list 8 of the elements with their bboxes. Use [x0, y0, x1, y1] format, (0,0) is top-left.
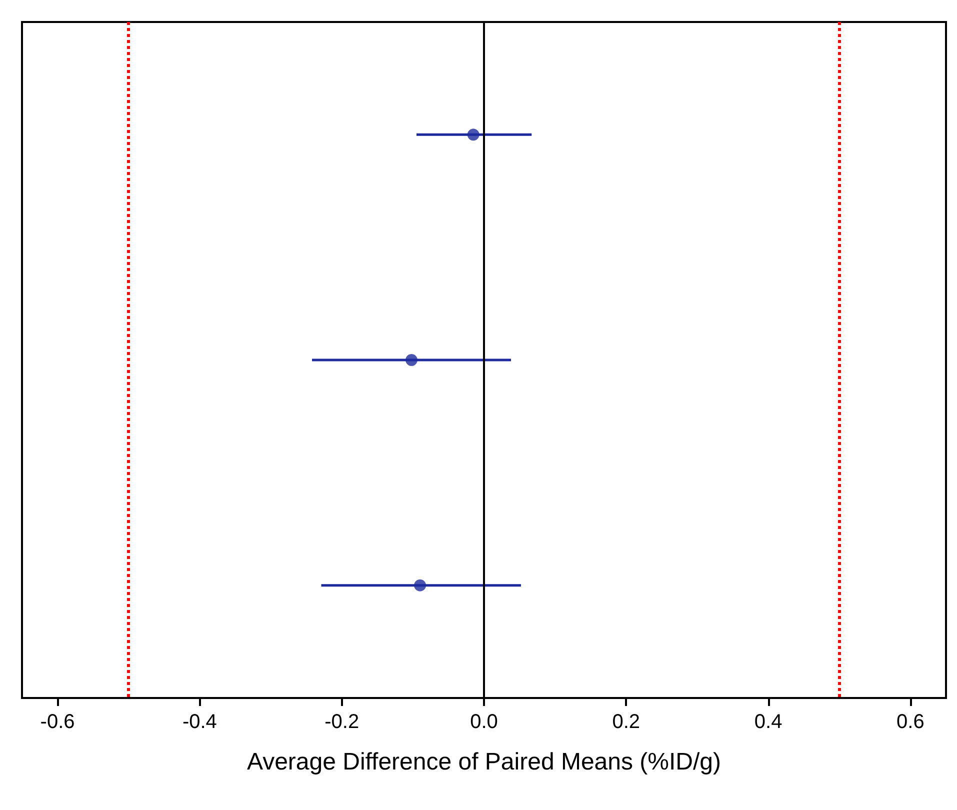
x-tick-label: -0.6	[40, 711, 75, 733]
x-tick-label: 0.2	[612, 711, 640, 733]
x-tick-label: -0.4	[182, 711, 217, 733]
x-tick-label: 0.0	[470, 711, 498, 733]
x-tick-label: 0.4	[754, 711, 782, 733]
x-axis-title: Average Difference of Paired Means (%ID/g)	[246, 748, 722, 776]
x-tick-label: -0.2	[324, 711, 360, 733]
x-tick-label: 0.6	[896, 711, 924, 733]
